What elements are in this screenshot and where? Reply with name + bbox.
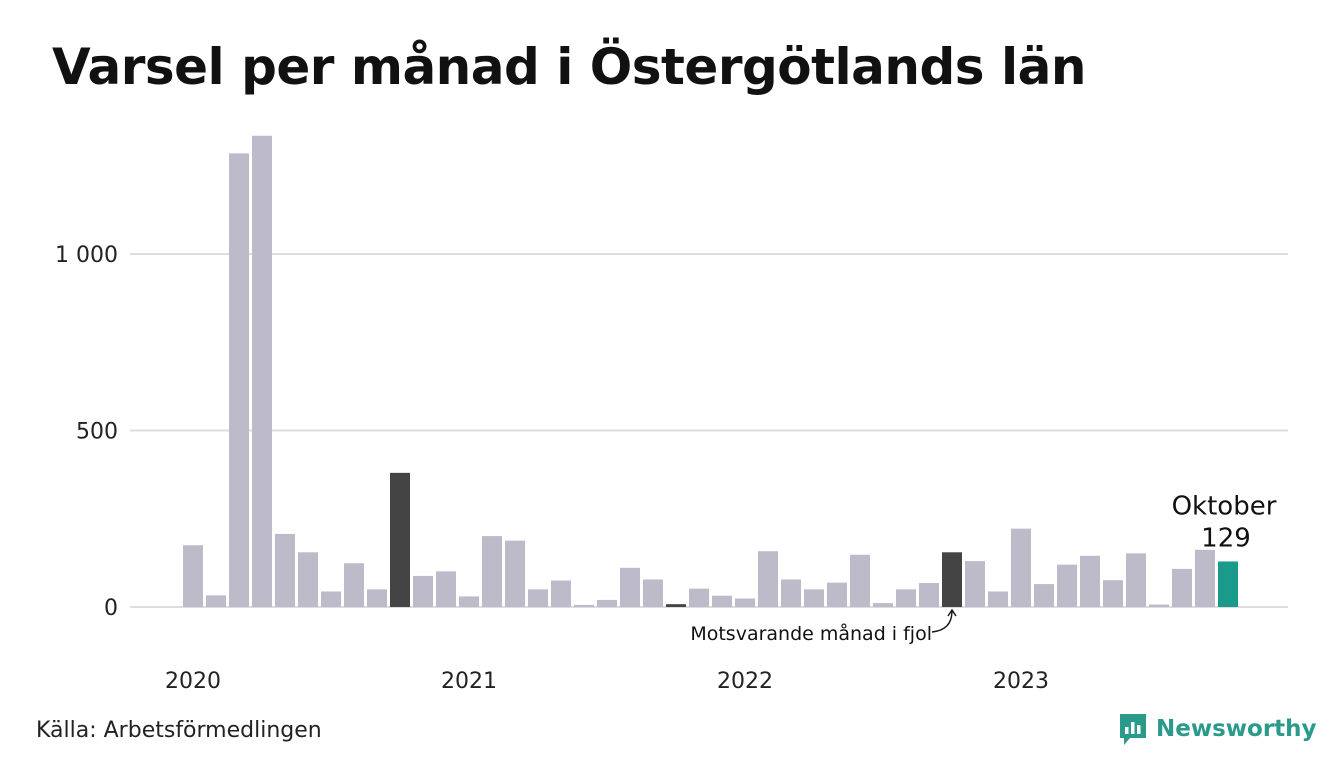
bar [1172, 568, 1192, 607]
source-note: Källa: Arbetsförmedlingen [36, 718, 322, 743]
bar [712, 595, 732, 607]
bar [804, 589, 824, 607]
bar [436, 571, 456, 607]
bar [252, 135, 272, 607]
brand-name: Newsworthy [1156, 716, 1317, 742]
bar [827, 582, 847, 607]
chart-title: Varsel per månad i Östergötlands län [52, 38, 1086, 96]
bar [689, 588, 709, 607]
bar [919, 582, 939, 607]
newsworthy-logo-icon [1120, 714, 1146, 745]
bar [298, 552, 318, 607]
bar [551, 580, 571, 607]
x-tick-label: 2022 [717, 669, 773, 694]
bar [873, 603, 893, 607]
bar [965, 561, 985, 607]
current-month-label: Oktober [1172, 491, 1277, 521]
bar [597, 599, 617, 607]
comparison-label: Motsvarande månad i fjol [690, 622, 932, 645]
y-tick-label: 500 [76, 420, 118, 445]
bar [321, 591, 341, 607]
bar-same-month-previous-year [390, 472, 410, 607]
bar [1195, 549, 1215, 607]
bar [367, 589, 387, 607]
bar [344, 563, 364, 607]
bar [413, 575, 433, 607]
x-tick-label: 2020 [165, 669, 221, 694]
y-tick-label: 0 [104, 596, 118, 621]
x-tick-label: 2021 [441, 669, 497, 694]
bar [1149, 604, 1169, 607]
bar [229, 153, 249, 607]
bar [643, 579, 663, 607]
bar [482, 536, 502, 607]
bar [1034, 584, 1054, 607]
bar [988, 591, 1008, 607]
bar [505, 540, 525, 607]
bar [1126, 553, 1146, 607]
bar [1057, 564, 1077, 607]
bar [1011, 528, 1031, 607]
bar [528, 589, 548, 607]
y-tick-label: 1 000 [55, 243, 118, 268]
bars [183, 135, 1238, 607]
bar [183, 545, 203, 607]
comparison-arrow [931, 610, 953, 633]
bar [275, 533, 295, 607]
bar [896, 589, 916, 607]
current-value-label: 129 [1201, 523, 1251, 553]
bar [735, 598, 755, 607]
bar [781, 579, 801, 607]
bar-same-month-previous-year [666, 604, 686, 607]
x-axis-tick-labels: 2020 2021 2022 2023 [165, 669, 1049, 694]
bar [1103, 580, 1123, 607]
bar [850, 554, 870, 607]
bar-current-month [1218, 561, 1238, 607]
bar-same-month-previous-year [942, 552, 962, 607]
bar [620, 567, 640, 607]
bar [206, 595, 226, 607]
bar [574, 604, 594, 607]
brand-logo: Newsworthy [1118, 712, 1317, 746]
bar [758, 551, 778, 607]
bar [459, 596, 479, 607]
y-axis-tick-labels: 0 500 1 000 [55, 243, 118, 621]
bar [1080, 555, 1100, 607]
comparison-arrowhead [947, 608, 957, 617]
x-tick-label: 2023 [993, 669, 1049, 694]
annotations: Motsvarande månad i fjol Oktober 129 [690, 491, 1276, 645]
